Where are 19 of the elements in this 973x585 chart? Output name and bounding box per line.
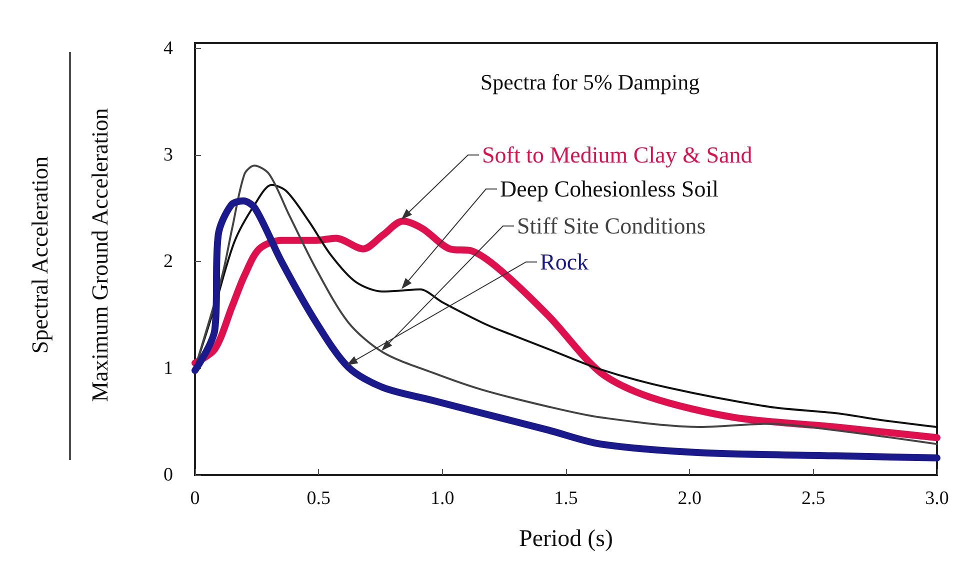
text: Spectral Acceleration Maximum Ground Acceleration [28,108,112,402]
x-tick-label: 3.0 [925,488,949,509]
x-tick-label: 0 [190,488,200,509]
x-tick-label: 0.5 [306,488,331,509]
y-tick-label: 0 [164,464,173,486]
y-tick-label: 2 [164,251,173,272]
y-tick-label: 1 [164,358,173,379]
y-tick-label: 3 [164,144,173,166]
text: Spectra for 5% Damping [480,70,700,94]
x-tick-label: 1.5 [554,488,578,509]
text: Rock [540,250,590,274]
text: Stiff Site Conditions [517,214,706,238]
x-axis-title: Period (s) [519,526,613,552]
text: Deep Cohesionless Soil [500,176,718,202]
x-tick-label: 2.0 [678,488,702,509]
text: Soft to Medium Clay & Sand [482,142,753,168]
y-tick-label: 4 [164,38,174,59]
x-tick-label: 2.5 [801,488,826,509]
x-tick-label: 1.0 [430,488,454,509]
